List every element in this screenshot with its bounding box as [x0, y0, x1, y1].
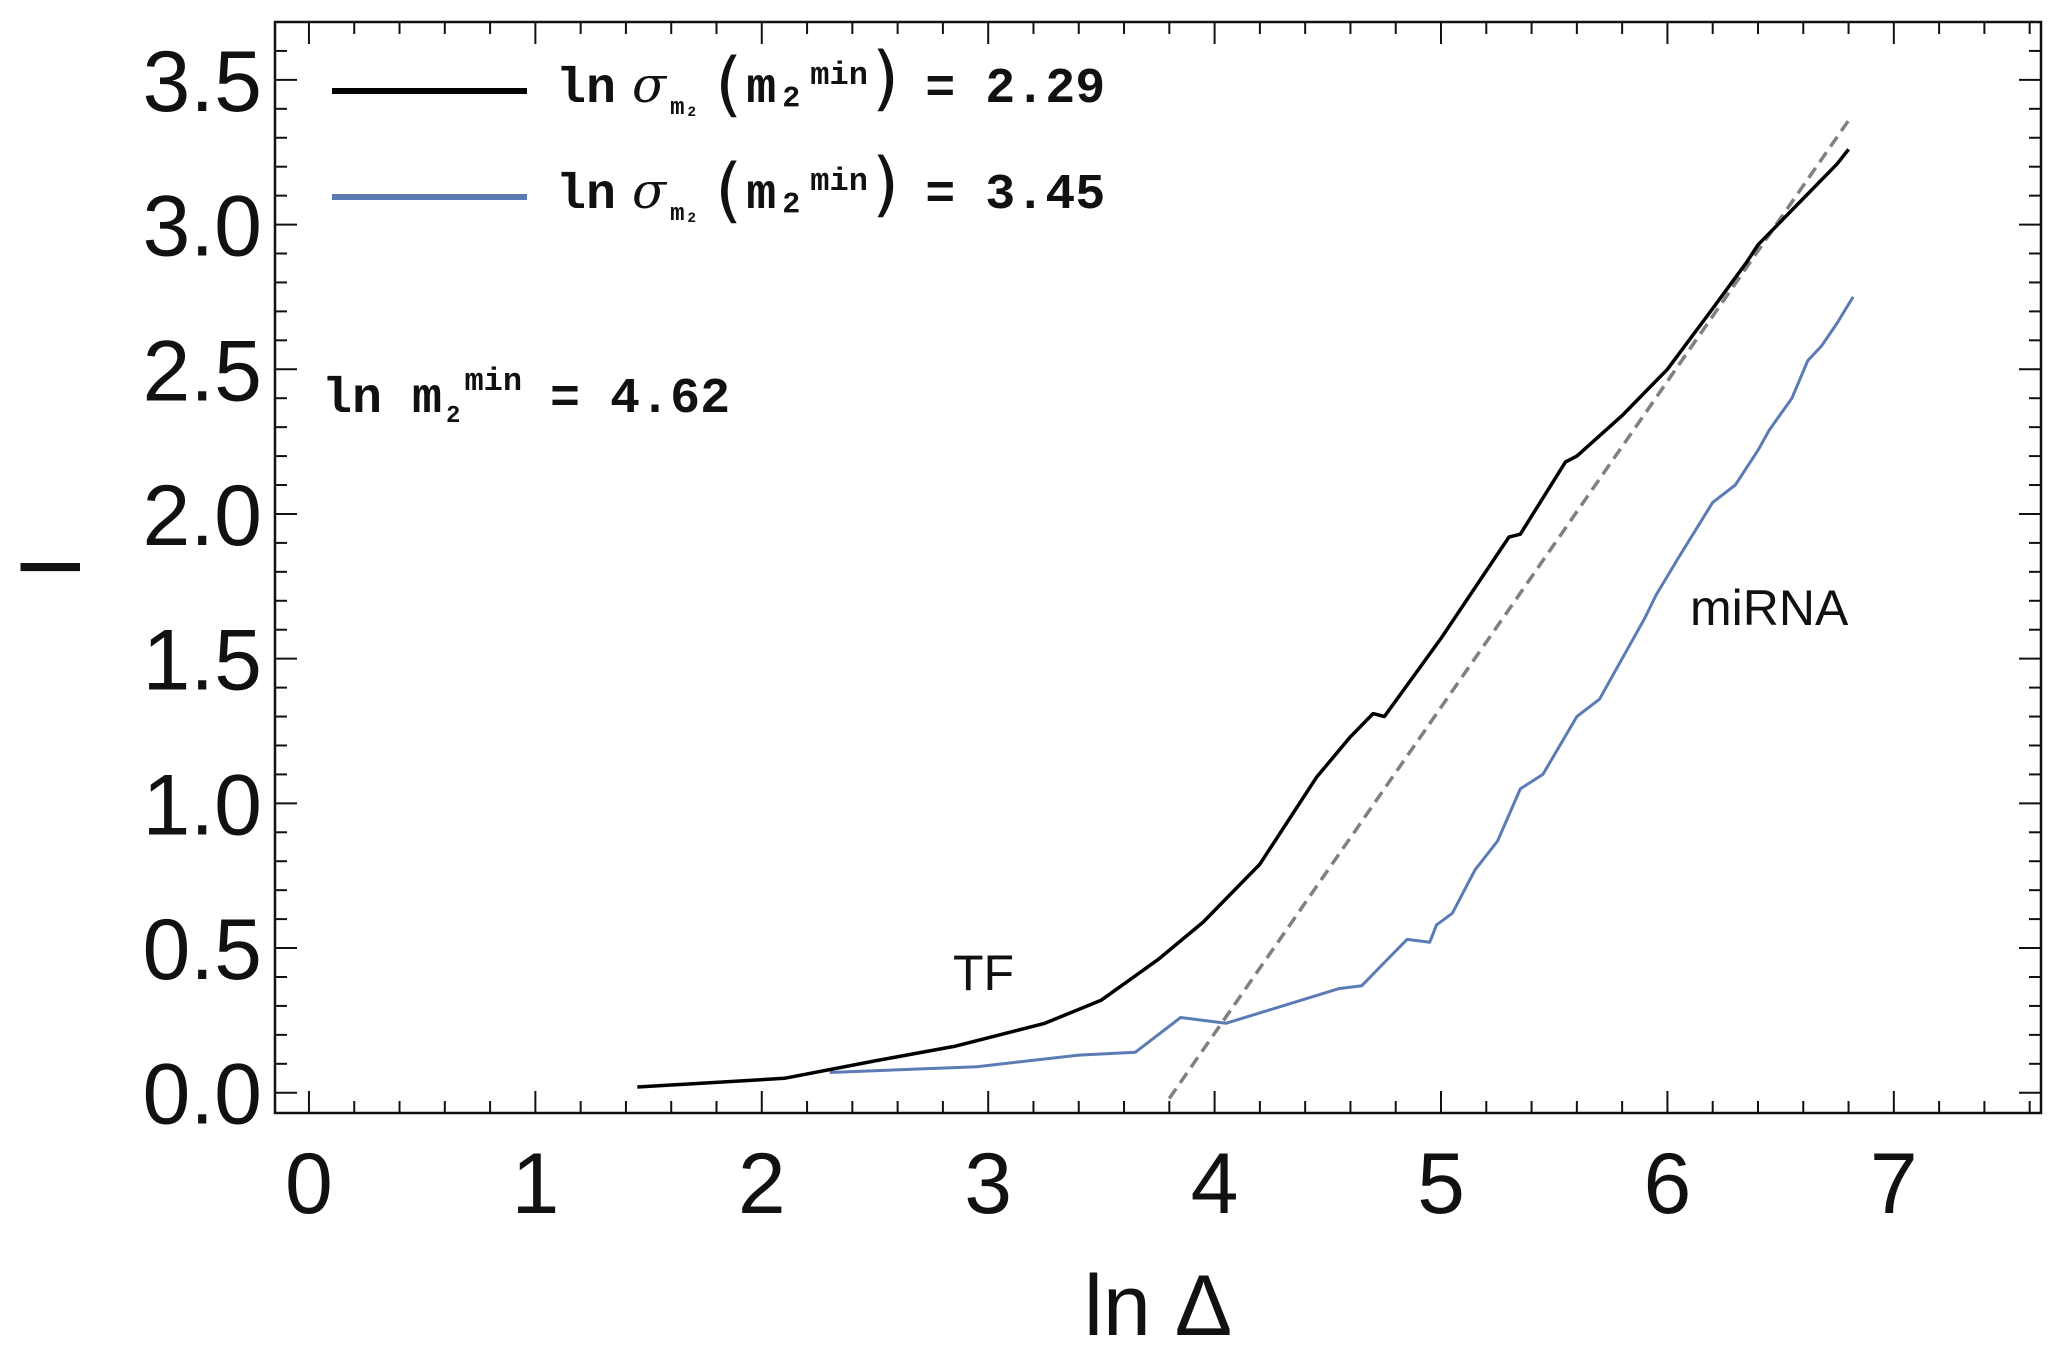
y-axis-label: I	[3, 555, 99, 579]
y-tick-label: 0.5	[142, 902, 262, 998]
m2min-annotation: ln m 2 min = 4.62	[322, 363, 730, 430]
plot-frame	[273, 20, 2043, 1115]
x-tick-label: 7	[1870, 1136, 1918, 1232]
legend: ln σ m₂ ( m₂ min ) = 2.29 ln σ m₂ ( m₂ m…	[332, 37, 1105, 231]
y-tick-label: 1.0	[142, 757, 262, 853]
series-label-tf: TF	[953, 945, 1014, 1001]
series-line-mirna	[829, 296, 1855, 1074]
x-tick-label: 4	[1191, 1136, 1239, 1232]
y-tick-label: 3.5	[142, 34, 262, 130]
x-tick-label: 5	[1417, 1136, 1465, 1232]
y-tick-label: 2.0	[142, 468, 262, 564]
series-label-mirna: miRNA	[1690, 580, 1849, 636]
series-line-fit	[1167, 119, 1851, 1100]
tick-marks	[275, 22, 2041, 1113]
y-tick-labels: 0.0 0.5 1.0 1.5 2.0 2.5 3.0 3.5	[142, 34, 262, 1143]
x-tick-label: 1	[511, 1136, 559, 1232]
y-tick-label: 0.0	[142, 1047, 262, 1143]
legend-entry-tf: ln σ m₂ ( m₂ min ) = 2.29	[556, 37, 1105, 125]
series-line-tf	[637, 148, 1850, 1089]
series-layer	[637, 119, 1855, 1100]
x-axis-label: ln Δ	[1084, 1258, 1232, 1347]
x-tick-label: 6	[1644, 1136, 1692, 1232]
x-tick-label: 3	[964, 1136, 1012, 1232]
legend-entry-mirna: ln σ m₂ ( m₂ min ) = 3.45	[556, 143, 1105, 231]
x-tick-label: 2	[738, 1136, 786, 1232]
y-tick-label: 2.5	[142, 323, 262, 419]
y-tick-label: 3.0	[142, 179, 262, 275]
x-tick-labels: 0 1 2 3 4 5 6 7	[285, 1136, 1918, 1232]
y-tick-label: 1.5	[142, 613, 262, 709]
x-tick-label: 0	[285, 1136, 333, 1232]
